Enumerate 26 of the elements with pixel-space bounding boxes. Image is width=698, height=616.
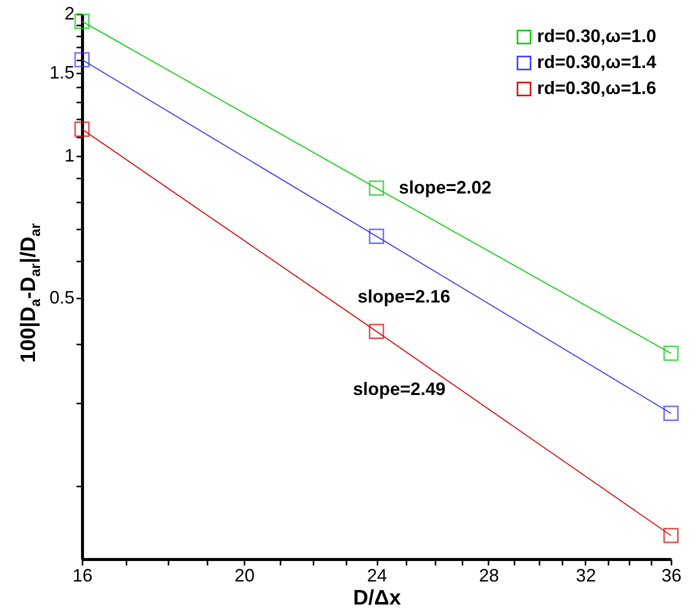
point <box>74 14 90 29</box>
legend-label: rd=0.30,ω=1.0 <box>537 26 656 46</box>
annotation: slope=2.49 <box>352 379 446 400</box>
y-tick-label: 0.5 <box>49 288 74 308</box>
x-tick-label: 28 <box>478 566 499 586</box>
x-tick-label: 20 <box>234 566 255 586</box>
x-tick-label: 24 <box>366 566 388 586</box>
point <box>368 324 384 340</box>
point <box>368 228 384 244</box>
point <box>663 528 679 544</box>
point <box>663 346 679 361</box>
point <box>663 406 679 421</box>
legend-label: rd=0.30,ω=1.6 <box>537 78 656 98</box>
x-tick-label: 16 <box>72 566 93 586</box>
x-tick-label: 32 <box>576 566 596 586</box>
x-axis-title: D/Δx <box>353 586 402 610</box>
y-tick-label: 1 <box>64 146 74 166</box>
legend-label: rd=0.30,ω=1.4 <box>537 52 656 72</box>
point <box>74 52 90 68</box>
y-tick-label: 2 <box>64 4 74 24</box>
point <box>368 180 384 196</box>
annotation: slope=2.02 <box>398 177 492 198</box>
y-tick-label: 1.5 <box>49 62 74 82</box>
x-tick-label: 36 <box>661 566 682 586</box>
point <box>74 122 90 137</box>
annotation: slope=2.16 <box>358 286 450 306</box>
